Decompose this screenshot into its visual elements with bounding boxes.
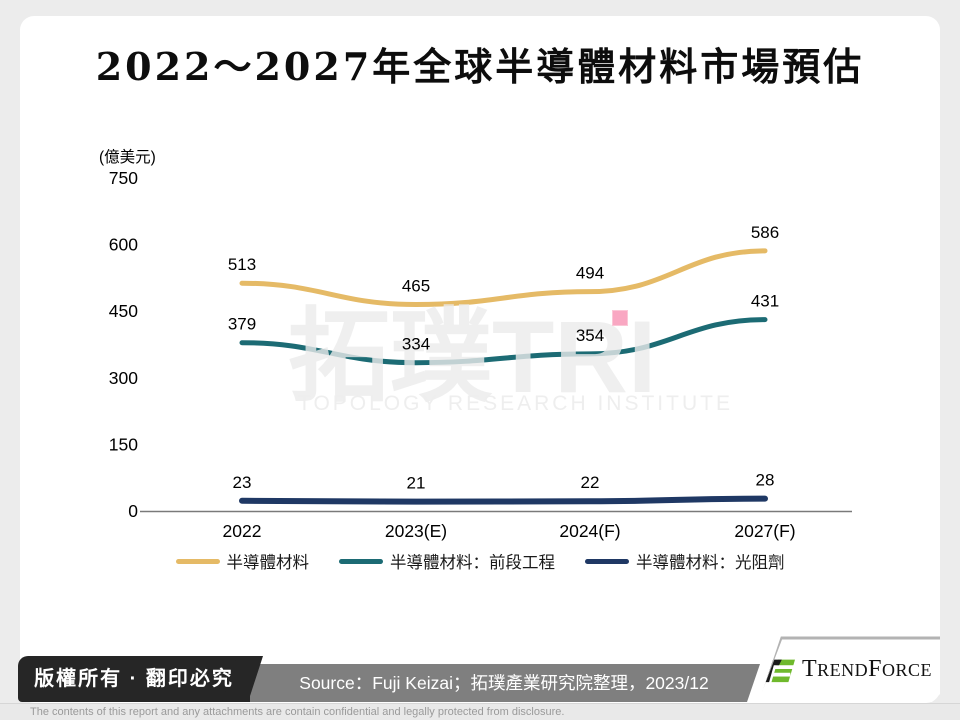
- legend-swatch-icon: [339, 558, 383, 564]
- trendforce-wordmark: TRENDFORCE: [801, 655, 932, 682]
- series-line-1: [239, 317, 768, 366]
- y-tick-label: 150: [109, 434, 138, 454]
- trendforce-brand-panel: TRENDFORCE: [753, 636, 940, 702]
- series-line-2: [239, 495, 768, 505]
- x-tick-label: 2022: [223, 521, 262, 541]
- x-tick-label: 2027(F): [734, 521, 795, 541]
- legend-label: 半導體材料: [226, 554, 310, 572]
- data-label-s2-p0: 23: [233, 473, 252, 492]
- data-label-s1-p0: 379: [228, 315, 256, 334]
- page-title: 2022～2027年全球半導體材料市場預估: [95, 44, 865, 89]
- brand-panel-border: [753, 636, 940, 702]
- legend-swatch-icon: [175, 558, 220, 564]
- legend-label: 半導體材料：光阻劑: [636, 554, 785, 572]
- legend-label: 半導體材料：前段工程: [390, 554, 555, 572]
- data-label-s2-p2: 22: [581, 473, 600, 492]
- y-tick-label: 450: [109, 301, 138, 321]
- pink-highlight-marker: [612, 310, 628, 326]
- legend-item-photoresist: 半導體材料：光阻劑: [585, 549, 785, 573]
- watermark-subtitle: TOPOLOGY RESEARCH INSTITUTE: [298, 392, 733, 415]
- legend-swatch-icon: [585, 558, 629, 564]
- x-tick-label: 2024(F): [559, 521, 620, 541]
- confidentiality-disclaimer: The contents of this report and any atta…: [0, 703, 960, 720]
- legend-item-frontend: 半導體材料：前段工程: [339, 549, 555, 573]
- chart-legend: 半導體材料 半導體材料：前段工程 半導體材料：光阻劑: [0, 549, 960, 573]
- data-label-s0-p1: 465: [402, 277, 430, 296]
- legend-item-materials: 半導體材料: [175, 549, 310, 573]
- y-tick-label: 600: [109, 235, 138, 255]
- data-label-s1-p3: 431: [751, 292, 779, 311]
- x-tick-label: 2023(E): [385, 521, 447, 541]
- series-line-0: [239, 248, 768, 308]
- data-label-s0-p0: 513: [228, 255, 256, 274]
- y-axis-unit-label: (億美元): [99, 148, 156, 166]
- source-bar: Source：Fuji Keizai；拓璞產業研究院整理，2023/12: [248, 664, 760, 702]
- watermark-logo-text: 拓璞TRI: [288, 300, 656, 414]
- data-label-s1-p1: 334: [402, 335, 430, 354]
- data-label-s0-p2: 494: [576, 264, 604, 283]
- y-tick-label: 750: [109, 168, 138, 188]
- copyright-badge: 版權所有 · 翻印必究: [18, 656, 250, 702]
- y-tick-label: 300: [109, 368, 138, 388]
- y-tick-label: 0: [128, 501, 138, 521]
- data-label-s1-p2: 354: [576, 326, 604, 345]
- data-label-s2-p1: 21: [407, 474, 426, 493]
- data-label-s0-p3: 586: [751, 223, 779, 242]
- data-label-s2-p3: 28: [756, 471, 775, 490]
